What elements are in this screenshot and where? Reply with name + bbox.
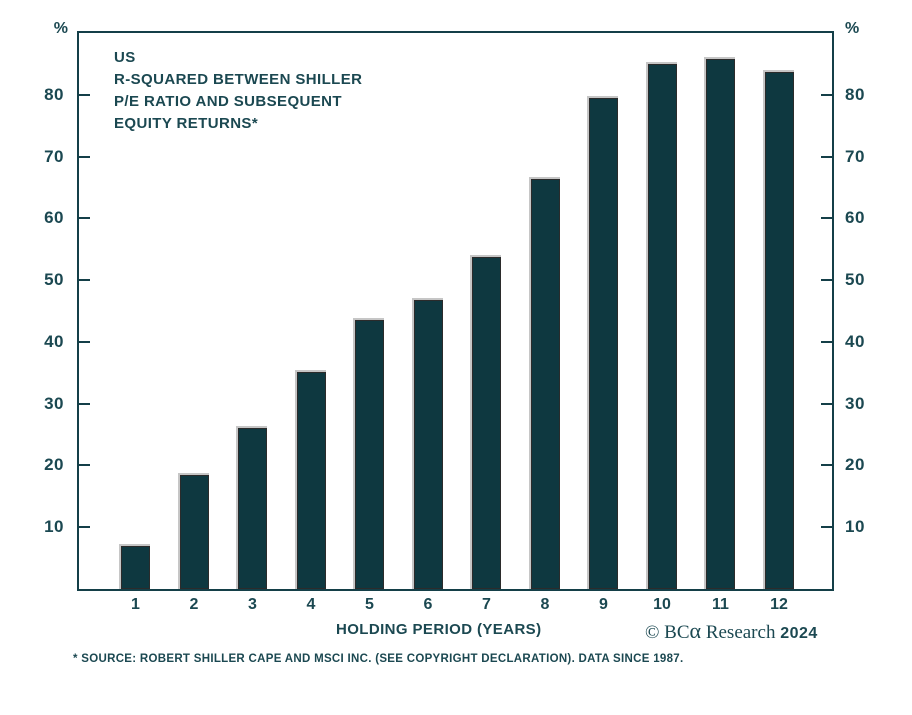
bar-8	[530, 179, 560, 589]
x-tick-label-8: 8	[540, 596, 550, 613]
y-label-right-10: 10	[845, 517, 865, 536]
chart-title: US R-SQUARED BETWEEN SHILLER P/E RATIO AND…	[114, 47, 362, 135]
copyright: © BCα Research 2024	[645, 620, 818, 644]
y-tick-right-80	[821, 94, 832, 96]
y-tick-right-70	[821, 156, 832, 158]
y-tick-right-50	[821, 279, 832, 281]
y-label-left-80: 80	[44, 85, 64, 104]
y-tick-left-20	[79, 464, 90, 466]
bar-11	[706, 59, 735, 589]
y-label-right-50: 50	[845, 270, 865, 289]
y-axis-unit-right: %	[845, 20, 860, 37]
chart-title-line: P/E RATIO AND SUBSEQUENT	[114, 93, 342, 110]
y-axis-unit-left: %	[53, 20, 68, 37]
bar-12	[764, 72, 794, 589]
x-tick-label-1: 1	[131, 596, 140, 613]
copyright-middle: Research	[701, 622, 781, 643]
y-tick-right-40	[821, 341, 832, 343]
x-tick-label-3: 3	[248, 596, 257, 613]
chart-title-line: EQUITY RETURNS*	[114, 115, 259, 132]
copyright-prefix: © BC	[645, 622, 690, 643]
copyright-year: 2024	[780, 625, 818, 642]
y-label-left-40: 40	[44, 332, 64, 351]
plot-area: US R-SQUARED BETWEEN SHILLER P/E RATIO AND…	[77, 31, 834, 591]
x-tick-label-2: 2	[189, 596, 199, 613]
y-label-left-60: 60	[44, 208, 64, 227]
footnote: * SOURCE: ROBERT SHILLER CAPE AND MSCI I…	[73, 653, 684, 665]
x-tick-label-5: 5	[365, 596, 374, 613]
y-label-left-50: 50	[44, 270, 64, 289]
y-label-left-70: 70	[44, 147, 64, 166]
bar-1	[121, 546, 150, 589]
y-tick-right-20	[821, 464, 832, 466]
bar-9	[589, 98, 618, 589]
bar-4	[296, 372, 326, 589]
chart-title-line: R-SQUARED BETWEEN SHILLER	[114, 71, 363, 88]
y-tick-left-50	[79, 279, 90, 281]
y-tick-left-70	[79, 156, 90, 158]
y-tick-right-30	[821, 403, 832, 405]
y-tick-right-10	[821, 526, 832, 528]
x-tick-label-4: 4	[306, 596, 316, 613]
x-axis-title: HOLDING PERIOD (YEARS)	[336, 621, 542, 638]
y-label-right-60: 60	[845, 208, 865, 227]
y-label-right-20: 20	[845, 455, 865, 474]
bar-3	[238, 428, 267, 589]
x-tick-label-6: 6	[423, 596, 433, 613]
bar-6	[413, 300, 443, 589]
y-label-right-70: 70	[845, 147, 865, 166]
chart-title-line: US	[114, 49, 136, 66]
bar-7	[472, 257, 501, 589]
copyright-alpha: α	[689, 618, 702, 643]
x-tick-label-9: 9	[599, 596, 608, 613]
x-tick-label-11: 11	[712, 596, 729, 613]
bar-10	[647, 64, 677, 589]
y-tick-left-60	[79, 217, 90, 219]
y-tick-left-30	[79, 403, 90, 405]
y-label-left-20: 20	[44, 455, 64, 474]
y-label-left-30: 30	[44, 394, 64, 413]
bar-5	[355, 320, 384, 589]
x-tick-label-10: 10	[653, 596, 671, 613]
y-tick-left-10	[79, 526, 90, 528]
y-label-right-30: 30	[845, 394, 865, 413]
y-label-right-40: 40	[845, 332, 865, 351]
y-label-right-80: 80	[845, 85, 865, 104]
x-tick-label-12: 12	[770, 596, 788, 613]
y-label-left-10: 10	[44, 517, 64, 536]
y-tick-left-80	[79, 94, 90, 96]
bar-2	[179, 475, 209, 589]
plot-inner: US R-SQUARED BETWEEN SHILLER P/E RATIO AND…	[79, 33, 832, 589]
y-tick-right-60	[821, 217, 832, 219]
x-tick-label-7: 7	[482, 596, 491, 613]
y-tick-left-40	[79, 341, 90, 343]
